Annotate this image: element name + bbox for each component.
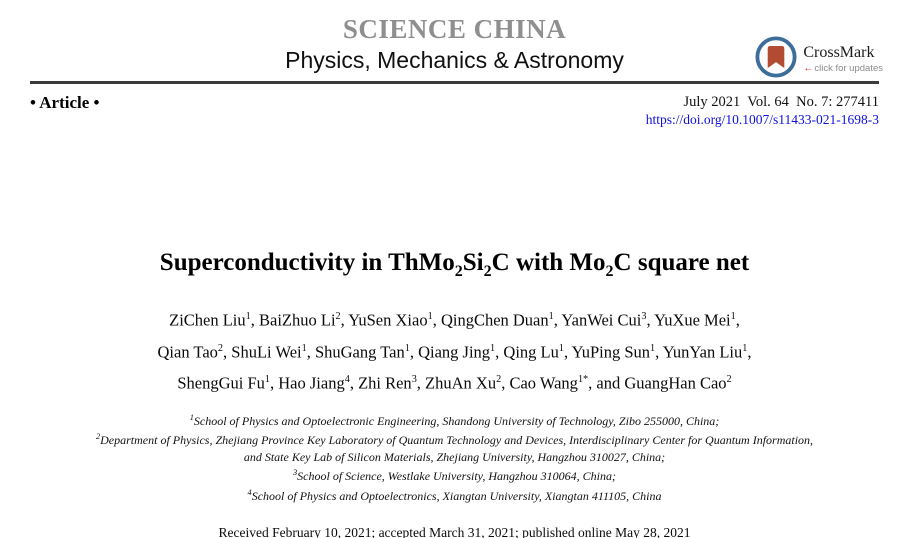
crossmark-icon	[755, 36, 797, 83]
issue-block: July 2021 Vol. 64 No. 7: 277411 https://…	[646, 93, 879, 129]
affiliation-line: and State Key Lab of Silicon Materials, …	[243, 449, 666, 464]
crossmark-badge[interactable]: CrossMark ←click for updates	[755, 36, 883, 83]
affiliation-line: 2Department of Physics, Zhejiang Provinc…	[95, 432, 814, 447]
affiliation-list: 1School of Physics and Optoelectronic En…	[0, 410, 909, 505]
affiliation-line: 4School of Physics and Optoelectronics, …	[247, 487, 662, 503]
crossmark-sublabel-text: click for updates	[814, 62, 883, 74]
journal-name: SCIENCE CHINA	[342, 14, 567, 44]
journal-masthead: SCIENCE CHINA Physics, Mechanics & Astro…	[0, 0, 909, 74]
received-dates: Received February 10, 2021; accepted Mar…	[218, 525, 691, 538]
crossmark-sublabel: ←click for updates	[803, 62, 883, 75]
doi-link[interactable]: https://doi.org/10.1007/s11433-021-1698-…	[645, 112, 879, 127]
affiliation-line: 1School of Physics and Optoelectronic En…	[189, 412, 720, 428]
author-list: ZiChen Liu1, BaiZhuo Li2, YuSen Xiao1, Q…	[0, 303, 909, 398]
affiliation-line: 3School of Science, Westlake University,…	[292, 468, 617, 483]
crossmark-arrow-icon: ←	[803, 62, 814, 74]
meta-row: • Article • July 2021 Vol. 64 No. 7: 277…	[30, 93, 879, 129]
author-line: Qian Tao2, ShuLi Wei1, ShuGang Tan1, Qia…	[157, 342, 752, 361]
issue-info: July 2021 Vol. 64 No. 7: 277411	[683, 94, 879, 110]
journal-subtitle: Physics, Mechanics & Astronomy	[285, 47, 624, 73]
paper-title: Superconductivity in ThMo2Si2C with Mo2C…	[159, 249, 750, 280]
author-line: ZiChen Liu1, BaiZhuo Li2, YuSen Xiao1, Q…	[169, 310, 740, 330]
article-type-label: • Article •	[30, 93, 100, 112]
author-line: ShengGui Fu1, Hao Jiang4, Zhi Ren3, ZhuA…	[177, 373, 732, 393]
crossmark-label: CrossMark	[803, 43, 875, 61]
header-rule	[30, 81, 879, 84]
